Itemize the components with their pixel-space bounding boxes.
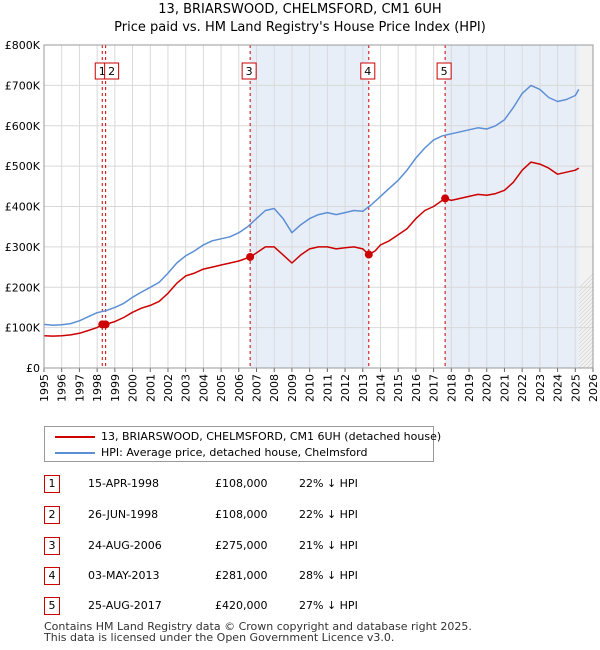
x-tick-label: 2005 <box>215 374 228 402</box>
sale-hpi-diff: 22% ↓ HPI <box>299 477 358 490</box>
sale-marker-label: 2 <box>108 65 115 78</box>
price-chart: £0 £100K £200K £300K £400K £500K £600K £700K £80… <box>5 39 600 402</box>
sale-point <box>441 194 450 203</box>
sale-date: 15-APR-1998 <box>88 477 160 490</box>
x-tick-label: 2002 <box>162 374 175 402</box>
sale-hpi-diff: 21% ↓ HPI <box>299 539 358 552</box>
sale-marker-label: 4 <box>364 65 371 78</box>
property-price-line <box>43 161 580 337</box>
x-tick-label: 1997 <box>73 374 86 402</box>
x-tick-label: 2023 <box>534 374 547 402</box>
plot-border <box>43 44 594 369</box>
x-tick-label: 2026 <box>587 374 600 402</box>
sale-date: 24-AUG-2006 <box>88 539 162 552</box>
x-tick-label: 2019 <box>463 374 476 402</box>
sale-marker-label: 1 <box>99 65 106 78</box>
x-tick-label: 2024 <box>552 374 565 402</box>
x-tick-label: 2015 <box>392 374 405 402</box>
y-tick-label: £700K <box>5 79 41 92</box>
x-tick-label: 2007 <box>251 374 264 402</box>
legend-property-label: 13, BRIARSWOOD, CHELMSFORD, CM1 6UH (det… <box>101 430 442 443</box>
sale-marker-box <box>436 62 452 80</box>
sale-point <box>364 250 373 259</box>
x-tick-label: 2013 <box>357 374 370 402</box>
y-tick-label: £800K <box>5 39 41 52</box>
sale-number-box: 5 <box>44 597 60 615</box>
x-tick-label: 2017 <box>428 374 441 402</box>
legend-line-red <box>55 436 95 438</box>
forecast-hatch-line <box>578 301 594 317</box>
footer: Contains HM Land Registry data © Crown c… <box>44 621 472 643</box>
y-tick-label: £200K <box>5 281 41 294</box>
x-tick-label: 2006 <box>233 374 246 402</box>
x-tick-label: 1998 <box>91 374 104 402</box>
x-tick-label: 2011 <box>321 374 334 402</box>
sale-date: 03-MAY-2013 <box>88 569 160 582</box>
y-tick-label: £0 <box>26 362 40 375</box>
y-tick-label: £400K <box>5 201 41 214</box>
sale-marker-box <box>241 62 257 80</box>
x-tick-label: 2025 <box>569 374 582 402</box>
x-tick-label: 2003 <box>180 374 193 402</box>
x-tick-label: 2000 <box>127 374 140 402</box>
sale-price: £420,000 <box>215 599 268 612</box>
table-row: 1 15-APR-1998 £108,000 22% ↓ HPI <box>0 474 600 494</box>
forecast-hatch-line <box>578 309 594 325</box>
x-tick-label: 2022 <box>516 374 529 402</box>
legend-line-blue <box>55 452 95 454</box>
x-tick-label: 2014 <box>374 374 387 402</box>
forecast-hatch-line <box>595 45 600 368</box>
chart-subtitle: Price paid vs. HM Land Registry's House … <box>114 20 486 35</box>
x-tick-label: 2016 <box>410 374 423 402</box>
x-tick-label: 2020 <box>481 374 494 402</box>
sale-point <box>246 252 255 261</box>
sale-price: £281,000 <box>215 569 268 582</box>
sale-price: £108,000 <box>215 508 268 521</box>
x-tick-label: 2021 <box>498 374 511 402</box>
table-row: 3 24-AUG-2006 £275,000 21% ↓ HPI <box>0 536 600 556</box>
y-tick-label: £100K <box>5 322 41 335</box>
legend-hpi-label: HPI: Average price, detached house, Chel… <box>101 446 368 459</box>
table-row: 2 26-JUN-1998 £108,000 22% ↓ HPI <box>0 505 600 525</box>
sale-marker-label: 3 <box>246 65 253 78</box>
table-row: 5 25-AUG-2017 £420,000 27% ↓ HPI <box>0 596 600 616</box>
footer-license: This data is licensed under the Open Gov… <box>44 631 395 644</box>
y-tick-label: £600K <box>5 120 41 133</box>
sale-marker-label: 5 <box>441 65 448 78</box>
table-row: 4 03-MAY-2013 £281,000 28% ↓ HPI <box>0 566 600 586</box>
hpi-line <box>43 84 580 326</box>
sale-hpi-diff: 22% ↓ HPI <box>299 508 358 521</box>
sale-point <box>101 320 110 329</box>
sale-date: 26-JUN-1998 <box>88 508 159 521</box>
y-tick-label: £500K <box>5 160 41 173</box>
legend: 13, BRIARSWOOD, CHELMSFORD, CM1 6UH (det… <box>44 426 441 462</box>
footer-copyright: Contains HM Land Registry data © Crown c… <box>44 620 472 633</box>
sale-number-box: 4 <box>44 567 60 585</box>
sale-hpi-diff: 27% ↓ HPI <box>299 599 358 612</box>
x-tick-label: 2004 <box>197 374 210 402</box>
x-tick-label: 1996 <box>56 374 69 402</box>
sale-price: £108,000 <box>215 477 268 490</box>
chart-title: 13, BRIARSWOOD, CHELMSFORD, CM1 6UH <box>158 2 442 17</box>
sale-number-box: 3 <box>44 537 60 555</box>
x-tick-label: 1995 <box>38 374 51 402</box>
sale-marker-box <box>360 62 376 80</box>
sale-price: £275,000 <box>215 539 268 552</box>
x-tick-label: 2001 <box>144 374 157 402</box>
x-tick-label: 2009 <box>286 374 299 402</box>
sale-marker-box <box>104 62 120 80</box>
sale-number-box: 1 <box>44 475 60 493</box>
sale-date: 25-AUG-2017 <box>88 599 162 612</box>
sale-hpi-diff: 28% ↓ HPI <box>299 569 358 582</box>
sale-number-box: 2 <box>44 506 60 524</box>
x-tick-label: 2018 <box>445 374 458 402</box>
y-tick-label: £300K <box>5 241 41 254</box>
x-tick-label: 2008 <box>268 374 281 402</box>
x-tick-label: 1999 <box>109 374 122 402</box>
forecast-hatch-line <box>578 305 594 321</box>
x-tick-label: 2012 <box>339 374 352 402</box>
x-tick-label: 2010 <box>304 374 317 402</box>
